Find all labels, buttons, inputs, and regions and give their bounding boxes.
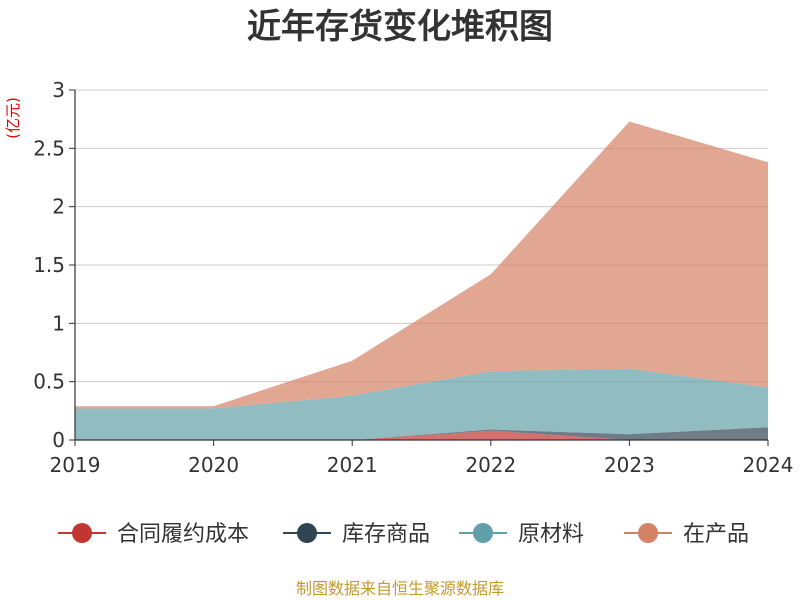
axes: 0 0.5 1 1.5 2 2.5 3 2019 2020 2021 2022 2023 2024 [33,78,793,477]
legend-marker-icon [72,523,92,543]
legend-item-inventory-goods[interactable]: 库存商品 [283,522,430,547]
x-tick-label: 2019 [50,453,101,477]
legend: 合同履约成本 库存商品 原材料 在产品 [58,522,749,547]
chart-title: 近年存货变化堆积图 [247,7,553,47]
legend-item-raw-materials[interactable]: 原材料 [459,522,584,547]
area-inventory-goods [75,427,768,440]
x-tick-label: 2021 [327,453,378,477]
y-tick-label: 2.5 [33,136,65,160]
y-tick-label: 0 [52,428,65,452]
legend-label: 合同履约成本 [117,522,249,547]
y-tick-label: 1.5 [33,253,65,277]
x-tick-label: 2020 [188,453,239,477]
y-axis-unit-label: (亿元) [4,97,22,139]
data-source-note: 制图数据来自恒生聚源数据库 [296,579,504,598]
plot-areas [75,121,768,440]
x-tick-label: 2023 [604,453,655,477]
legend-marker-icon [638,523,658,543]
area-raw-materials [75,368,768,440]
y-tick-label: 2 [52,195,65,219]
x-tick-label: 2022 [465,453,516,477]
legend-marker-icon [297,523,317,543]
y-tick-label: 0.5 [33,370,65,394]
area-work-in-progress [75,121,768,409]
y-tick-label: 3 [52,78,65,102]
x-tick-label: 2024 [743,453,794,477]
legend-label: 在产品 [683,522,749,547]
y-tick-label: 1 [52,311,65,335]
legend-item-contract-fulfillment-cost[interactable]: 合同履约成本 [58,522,249,547]
legend-marker-icon [473,523,493,543]
legend-item-work-in-progress[interactable]: 在产品 [624,522,749,547]
legend-label: 库存商品 [342,522,430,547]
legend-label: 原材料 [518,522,584,547]
